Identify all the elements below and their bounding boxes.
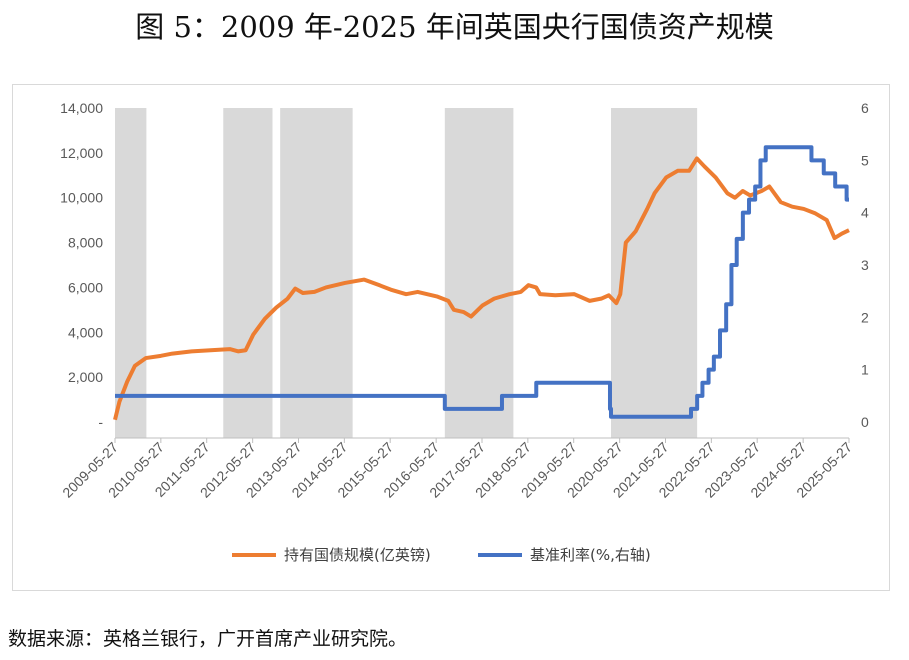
y-left-tick-label: 2,000 — [68, 369, 103, 385]
y-right-tick-label: 4 — [861, 205, 869, 221]
y-right-tick-label: 3 — [861, 257, 869, 273]
chart-frame: - 2,000 4,000 6,000 8,000 10,000 12,000 14,000 0… — [12, 84, 890, 591]
source-note: 数据来源：英格兰银行，广开首席产业研究院。 — [8, 628, 408, 650]
y-right-tick-label: 0 — [861, 414, 869, 430]
shaded-period-1 — [115, 108, 147, 438]
shaded-period-5 — [610, 108, 698, 438]
gilt-holdings-line — [113, 156, 850, 421]
y-left-tick-label: - — [98, 414, 103, 430]
shaded-period-2 — [223, 108, 273, 438]
y-right-tick-label: 1 — [861, 362, 869, 378]
y-left-tick-label: 12,000 — [60, 145, 103, 161]
y-left-tick-label: 10,000 — [60, 190, 103, 206]
y-left-tick-label: 14,000 — [60, 100, 103, 116]
y-right-tick-label: 2 — [861, 309, 869, 325]
y-left-tick-label: 6,000 — [68, 279, 103, 295]
legend-label-2: 基准利率(%,右轴) — [530, 546, 651, 564]
y-right-tick-label: 5 — [861, 152, 869, 168]
y-right-tick-label: 6 — [861, 100, 869, 116]
legend-label-1: 持有国债规模(亿英镑) — [284, 546, 431, 564]
chart-title: 图 5：2009 年-2025 年间英国央行国债资产规模 — [135, 10, 774, 44]
chart-svg: - 2,000 4,000 6,000 8,000 10,000 12,000 14,000 0… — [59, 100, 869, 564]
shaded-period-3 — [280, 108, 353, 438]
bank-rate-line — [115, 145, 849, 419]
y-left-tick-label: 4,000 — [68, 324, 103, 340]
y-left-tick-label: 8,000 — [68, 235, 103, 251]
shaded-period-4 — [444, 108, 514, 438]
